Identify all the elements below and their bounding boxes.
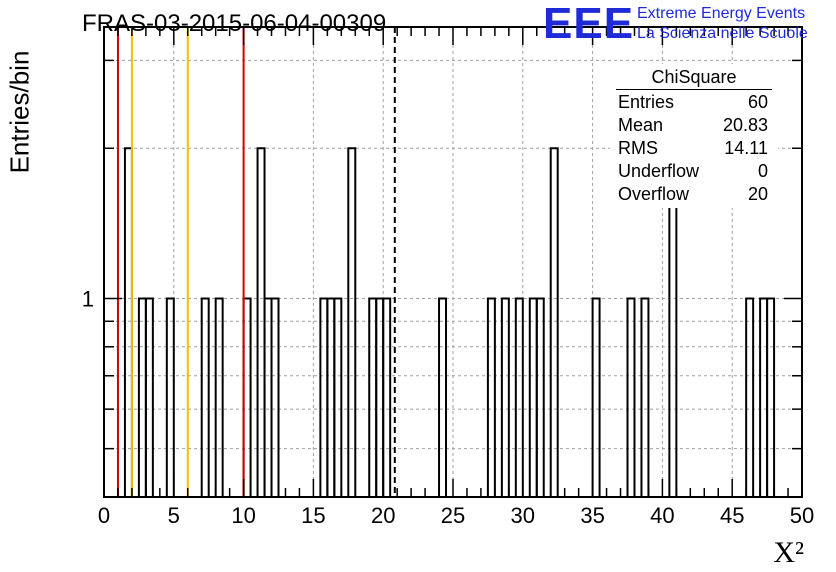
histogram-bar — [137, 297, 147, 497]
y-tick-labels: 1 — [82, 286, 94, 311]
y-axis-label: Entries/bin — [4, 50, 35, 174]
histogram-bar — [514, 297, 524, 497]
histogram-bar — [270, 297, 280, 497]
histogram-bars — [123, 147, 776, 497]
histogram-bar — [528, 297, 538, 497]
histogram-bar — [500, 297, 510, 497]
histogram-bar — [438, 297, 448, 497]
histogram-bar — [591, 297, 601, 497]
reference-lines — [116, 27, 396, 497]
stats-label: Underflow — [618, 161, 700, 181]
stats-title: ChiSquare — [616, 67, 772, 90]
logo-line-1: Extreme Energy Events — [637, 5, 806, 22]
x-tick-label: 40 — [650, 503, 674, 528]
histogram-bar — [263, 297, 273, 497]
axis-ticks — [103, 27, 803, 497]
x-axis-label: X² — [773, 536, 804, 569]
histogram-bar — [368, 297, 378, 497]
logo-line-2: La Scienza nelle Scuole — [637, 25, 808, 42]
logo-mark: EEE — [543, 0, 635, 48]
x-tick-label: 45 — [720, 503, 744, 528]
x-tick-label: 35 — [580, 503, 604, 528]
histogram-bar — [375, 297, 385, 497]
y-tick-label: 1 — [82, 286, 94, 311]
histogram-bar — [382, 297, 392, 497]
x-tick-label: 30 — [511, 503, 535, 528]
histogram-bar — [759, 297, 769, 497]
histogram-bar — [144, 297, 154, 497]
stats-label: Overflow — [618, 184, 690, 204]
histogram-bar — [242, 297, 252, 497]
histogram-bar — [640, 297, 650, 497]
histogram-bar — [123, 147, 133, 497]
stats-value: 60 — [747, 92, 768, 112]
histogram-bar — [626, 297, 636, 497]
stats-row-rms: RMS 14.11 — [618, 138, 768, 161]
x-tick-label: 5 — [168, 503, 180, 528]
stats-row-mean: Mean 20.83 — [618, 115, 768, 138]
stats-row-overflow: Overflow 20 — [618, 184, 768, 207]
x-tick-labels: 0 5 10 15 20 25 30 35 40 45 50 — [98, 503, 814, 528]
stats-value: 20.83 — [722, 115, 768, 135]
stats-value: 14.11 — [724, 138, 768, 158]
histogram-bar — [333, 297, 343, 497]
histogram-bar — [486, 297, 496, 497]
histogram-bar — [256, 147, 266, 497]
histogram-bar — [165, 297, 175, 497]
x-tick-label: 15 — [301, 503, 325, 528]
eee-logo: EEE Extreme Energy Events La Scienza nel… — [543, 2, 833, 46]
histogram-bar — [549, 147, 559, 497]
stats-value: 20 — [747, 184, 768, 204]
stats-label: Mean — [618, 115, 664, 135]
stats-box: ChiSquare Entries 60 Mean 20.83 RMS 14.1… — [610, 64, 778, 208]
x-tick-label: 10 — [231, 503, 255, 528]
histogram-bar — [326, 297, 336, 497]
stats-label: RMS — [618, 138, 658, 158]
histogram-bar — [200, 297, 210, 497]
stats-row-entries: Entries 60 — [618, 92, 768, 115]
histogram-bar — [766, 297, 776, 497]
histogram-bar — [319, 297, 329, 497]
run-title: FRAS-03-2015-06-04-00309 — [82, 10, 387, 37]
histogram-bar — [347, 147, 357, 497]
x-tick-label: 0 — [98, 503, 110, 528]
x-tick-label: 25 — [441, 503, 465, 528]
x-tick-label: 50 — [790, 503, 814, 528]
histogram-bar — [535, 297, 545, 497]
stats-label: Entries — [618, 92, 675, 112]
stats-value: 0 — [757, 161, 768, 181]
x-tick-label: 20 — [371, 503, 395, 528]
histogram-bar — [745, 297, 755, 497]
histogram-bar — [214, 297, 224, 497]
stats-row-underflow: Underflow 0 — [618, 161, 768, 184]
